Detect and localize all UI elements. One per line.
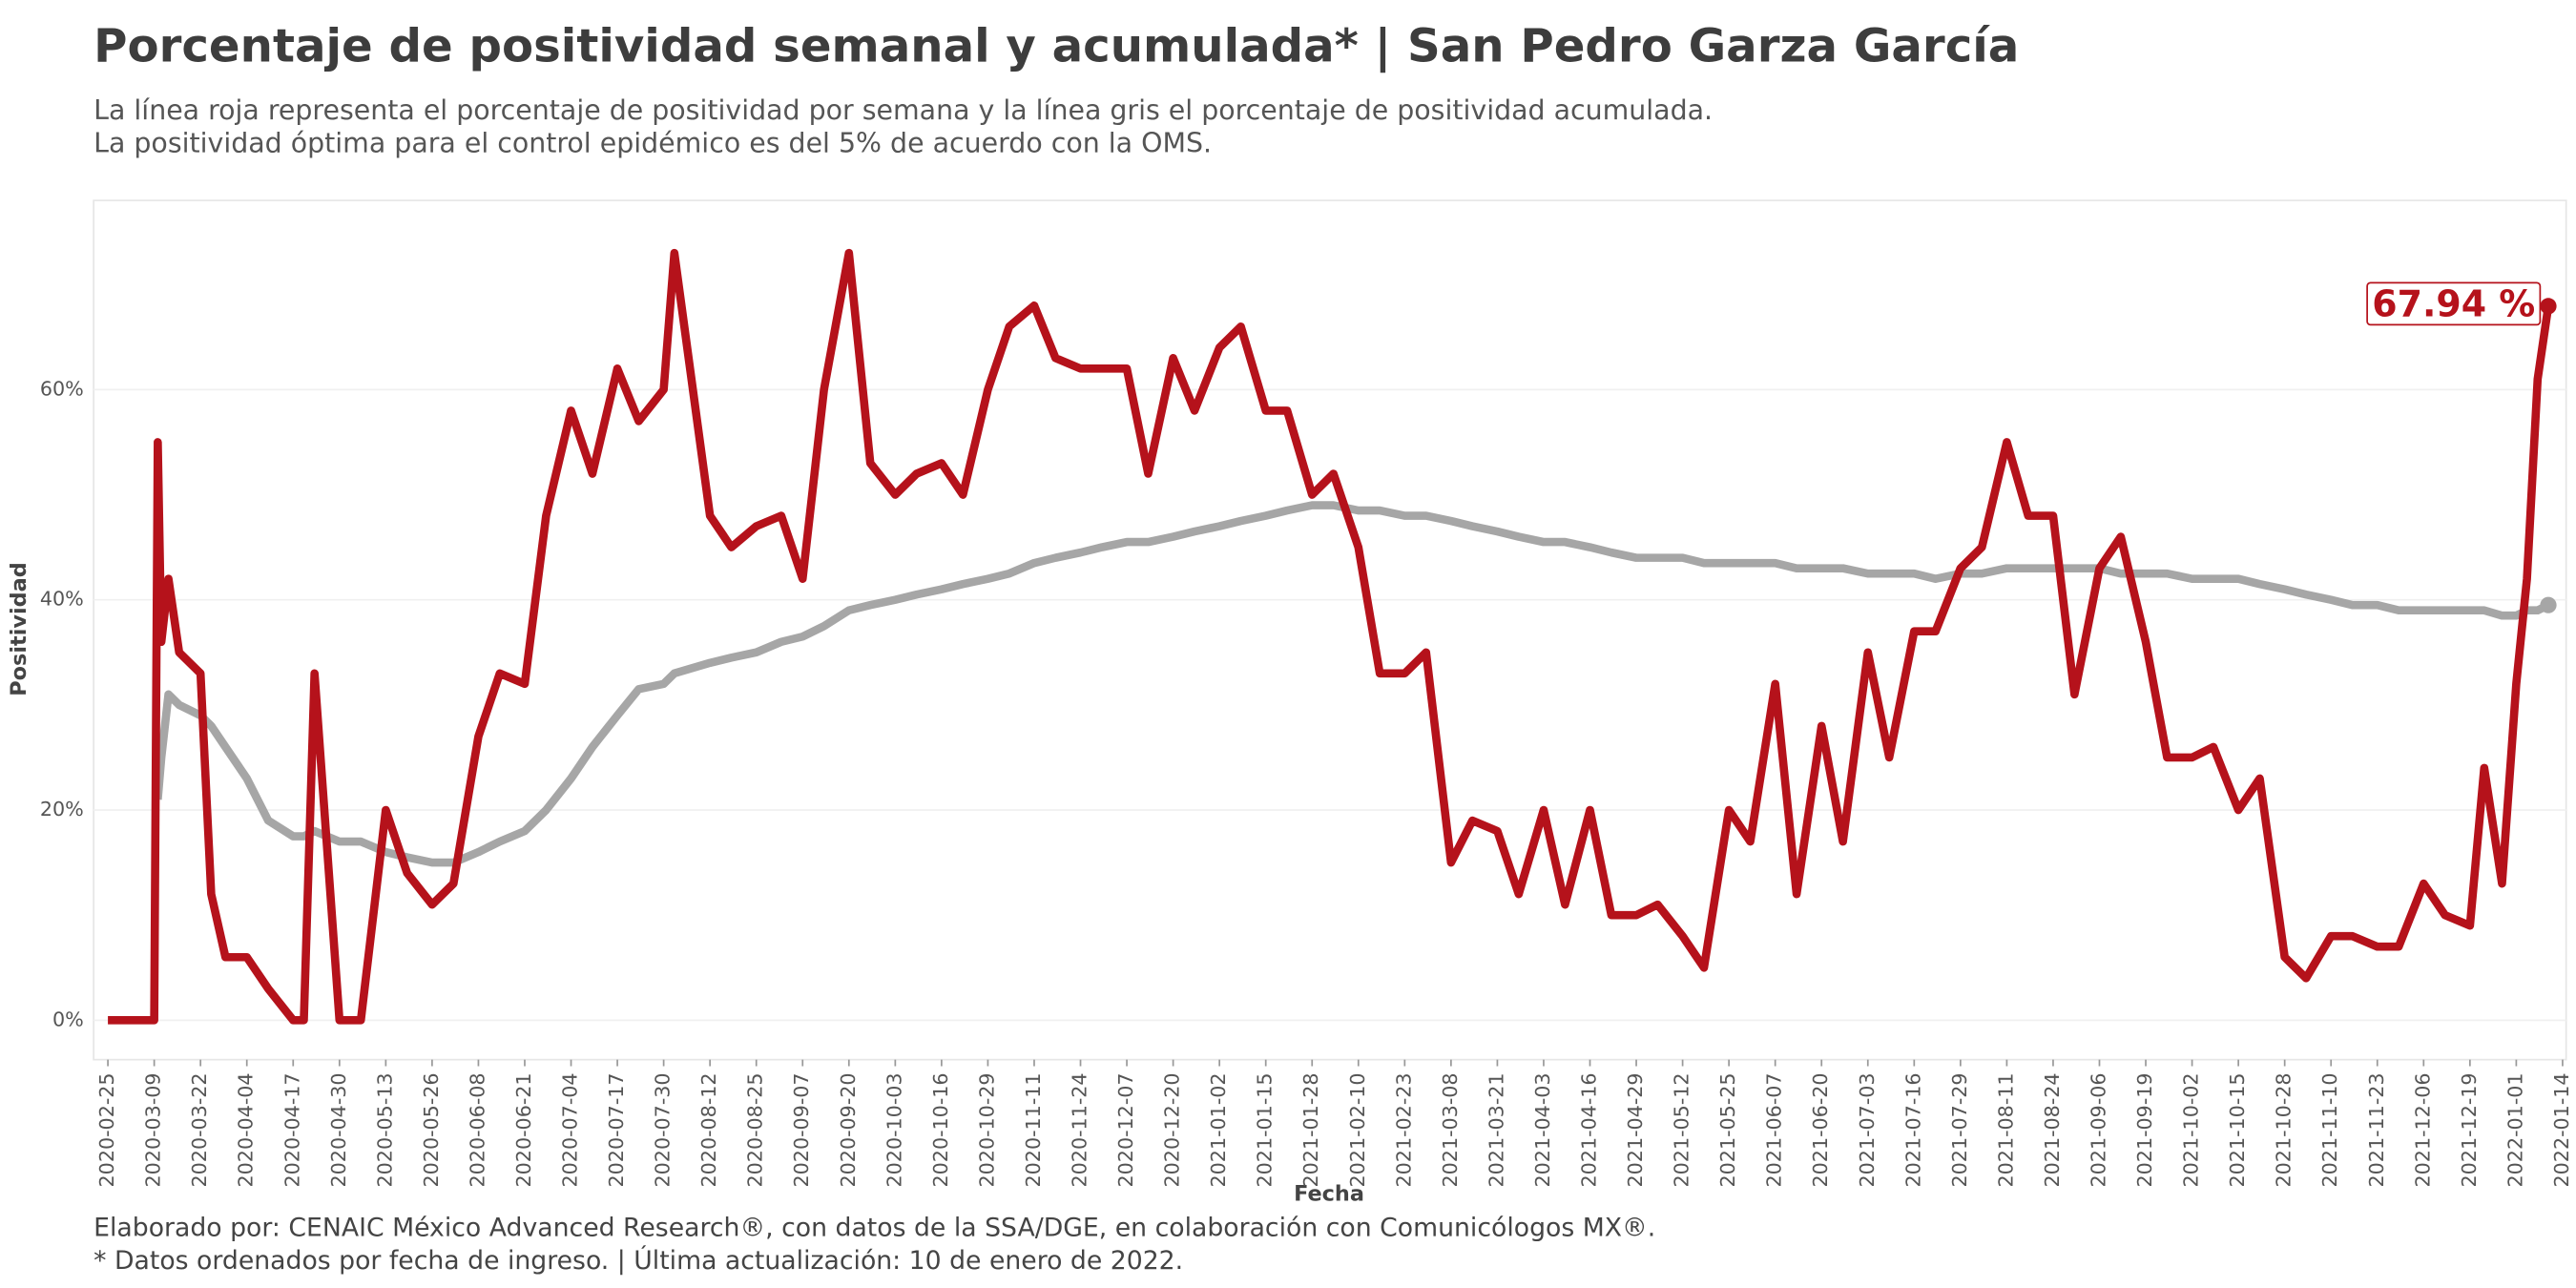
x-tick-label: 2021-06-07 [1763, 1072, 1786, 1187]
x-tick-label: 2020-05-26 [420, 1072, 443, 1187]
series-line [108, 248, 2553, 1025]
x-tick-label: 2021-08-11 [1994, 1072, 2017, 1187]
x-tick-label: 2021-10-02 [2180, 1072, 2203, 1187]
x-tick-label: 2020-09-20 [837, 1072, 860, 1187]
x-tick-label: 2020-04-30 [327, 1072, 350, 1187]
subtitle: La línea roja representa el porcentaje d… [93, 94, 1713, 126]
x-tick-label: 2020-10-03 [883, 1072, 905, 1187]
x-tick-label: 2021-07-16 [1901, 1072, 1924, 1187]
x-tick-label: 2021-04-29 [1624, 1072, 1647, 1187]
x-tick-label: 2021-03-21 [1485, 1072, 1507, 1187]
x-tick-label: 2021-04-03 [1531, 1072, 1554, 1187]
x-tick-label: 2021-02-23 [1392, 1072, 1415, 1187]
x-tick-label: 2020-04-17 [280, 1072, 303, 1187]
x-tick-label: 2021-12-06 [2411, 1072, 2434, 1187]
y-tick-label: 20% [40, 798, 84, 821]
x-tick-label: 2021-09-06 [2087, 1072, 2109, 1187]
x-tick-label: 2022-01-14 [2550, 1072, 2573, 1187]
plot-area [93, 199, 2567, 1061]
x-tick-label: 2021-04-16 [1578, 1072, 1601, 1187]
x-tick-label: 2020-11-11 [1022, 1072, 1045, 1187]
chart-title: Porcentaje de positividad semanal y acum… [93, 20, 2019, 73]
x-tick-label: 2021-10-15 [2226, 1072, 2249, 1187]
x-tick-label: 2020-10-16 [929, 1072, 952, 1187]
y-axis-label: Positividad [7, 562, 31, 696]
x-tick-label: 2022-01-01 [2503, 1072, 2526, 1187]
footer: Elaborado por: CENAIC México Advanced Re… [93, 1214, 1655, 1243]
x-tick-label: 2021-10-28 [2273, 1072, 2296, 1187]
value-label: 67.94 % [2372, 282, 2535, 324]
x-tick-label: 2021-07-03 [1856, 1072, 1879, 1187]
x-tick-label: 2020-06-21 [512, 1072, 535, 1187]
x-tick-label: 2021-05-12 [1671, 1072, 1693, 1187]
x-tick-label: 2020-03-22 [188, 1072, 211, 1187]
x-tick-label: 2020-07-30 [652, 1072, 675, 1187]
x-tick-label: 2021-11-10 [2318, 1072, 2341, 1187]
end-point [2540, 298, 2557, 315]
end-point [2540, 596, 2557, 613]
x-tick-label: 2020-07-17 [605, 1072, 628, 1187]
value-label-box [2366, 281, 2542, 326]
x-tick-label: 2020-12-20 [1161, 1072, 1184, 1187]
series-line [154, 501, 2550, 867]
y-tick-label: 0% [52, 1008, 84, 1030]
x-tick-label: 2021-09-19 [2133, 1072, 2156, 1187]
x-tick-label: 2020-07-04 [559, 1072, 582, 1187]
x-tick-label: 2020-03-09 [142, 1072, 165, 1187]
y-tick-label: 60% [40, 377, 84, 400]
x-tick-label: 2021-12-19 [2458, 1072, 2481, 1187]
x-tick-label: 2021-03-08 [1439, 1072, 1462, 1187]
x-tick-label: 2021-06-20 [1809, 1072, 1832, 1187]
x-tick-label: 2020-05-13 [373, 1072, 396, 1187]
x-tick-label: 2021-05-25 [1716, 1072, 1739, 1187]
x-tick-label: 2020-09-07 [790, 1072, 813, 1187]
x-tick-label: 2020-06-08 [466, 1072, 488, 1187]
x-tick-label: 2020-08-25 [744, 1072, 767, 1187]
x-tick-label: 2021-02-10 [1346, 1072, 1369, 1187]
x-axis-label: Fecha [1294, 1181, 1364, 1206]
x-tick-label: 2021-01-02 [1207, 1072, 1230, 1187]
x-tick-label: 2020-12-07 [1114, 1072, 1137, 1187]
x-tick-label: 2021-11-23 [2365, 1072, 2388, 1187]
x-tick-label: 2020-02-25 [95, 1072, 118, 1187]
x-tick-label: 2020-08-12 [697, 1072, 720, 1187]
subtitle: La positividad óptima para el control ep… [93, 128, 1212, 159]
x-tick-label: 2021-08-24 [2041, 1072, 2064, 1187]
x-tick-label: 2020-11-24 [1069, 1072, 1091, 1187]
x-tick-label: 2021-07-29 [1948, 1072, 1971, 1187]
x-tick-label: 2020-10-29 [975, 1072, 998, 1187]
x-tick-label: 2020-04-04 [235, 1072, 258, 1187]
x-tick-label: 2021-01-15 [1254, 1072, 1277, 1187]
x-tick-label: 2021-01-28 [1299, 1072, 1322, 1187]
y-tick-label: 40% [40, 588, 84, 611]
footer: * Datos ordenados por fecha de ingreso. … [93, 1245, 1183, 1276]
